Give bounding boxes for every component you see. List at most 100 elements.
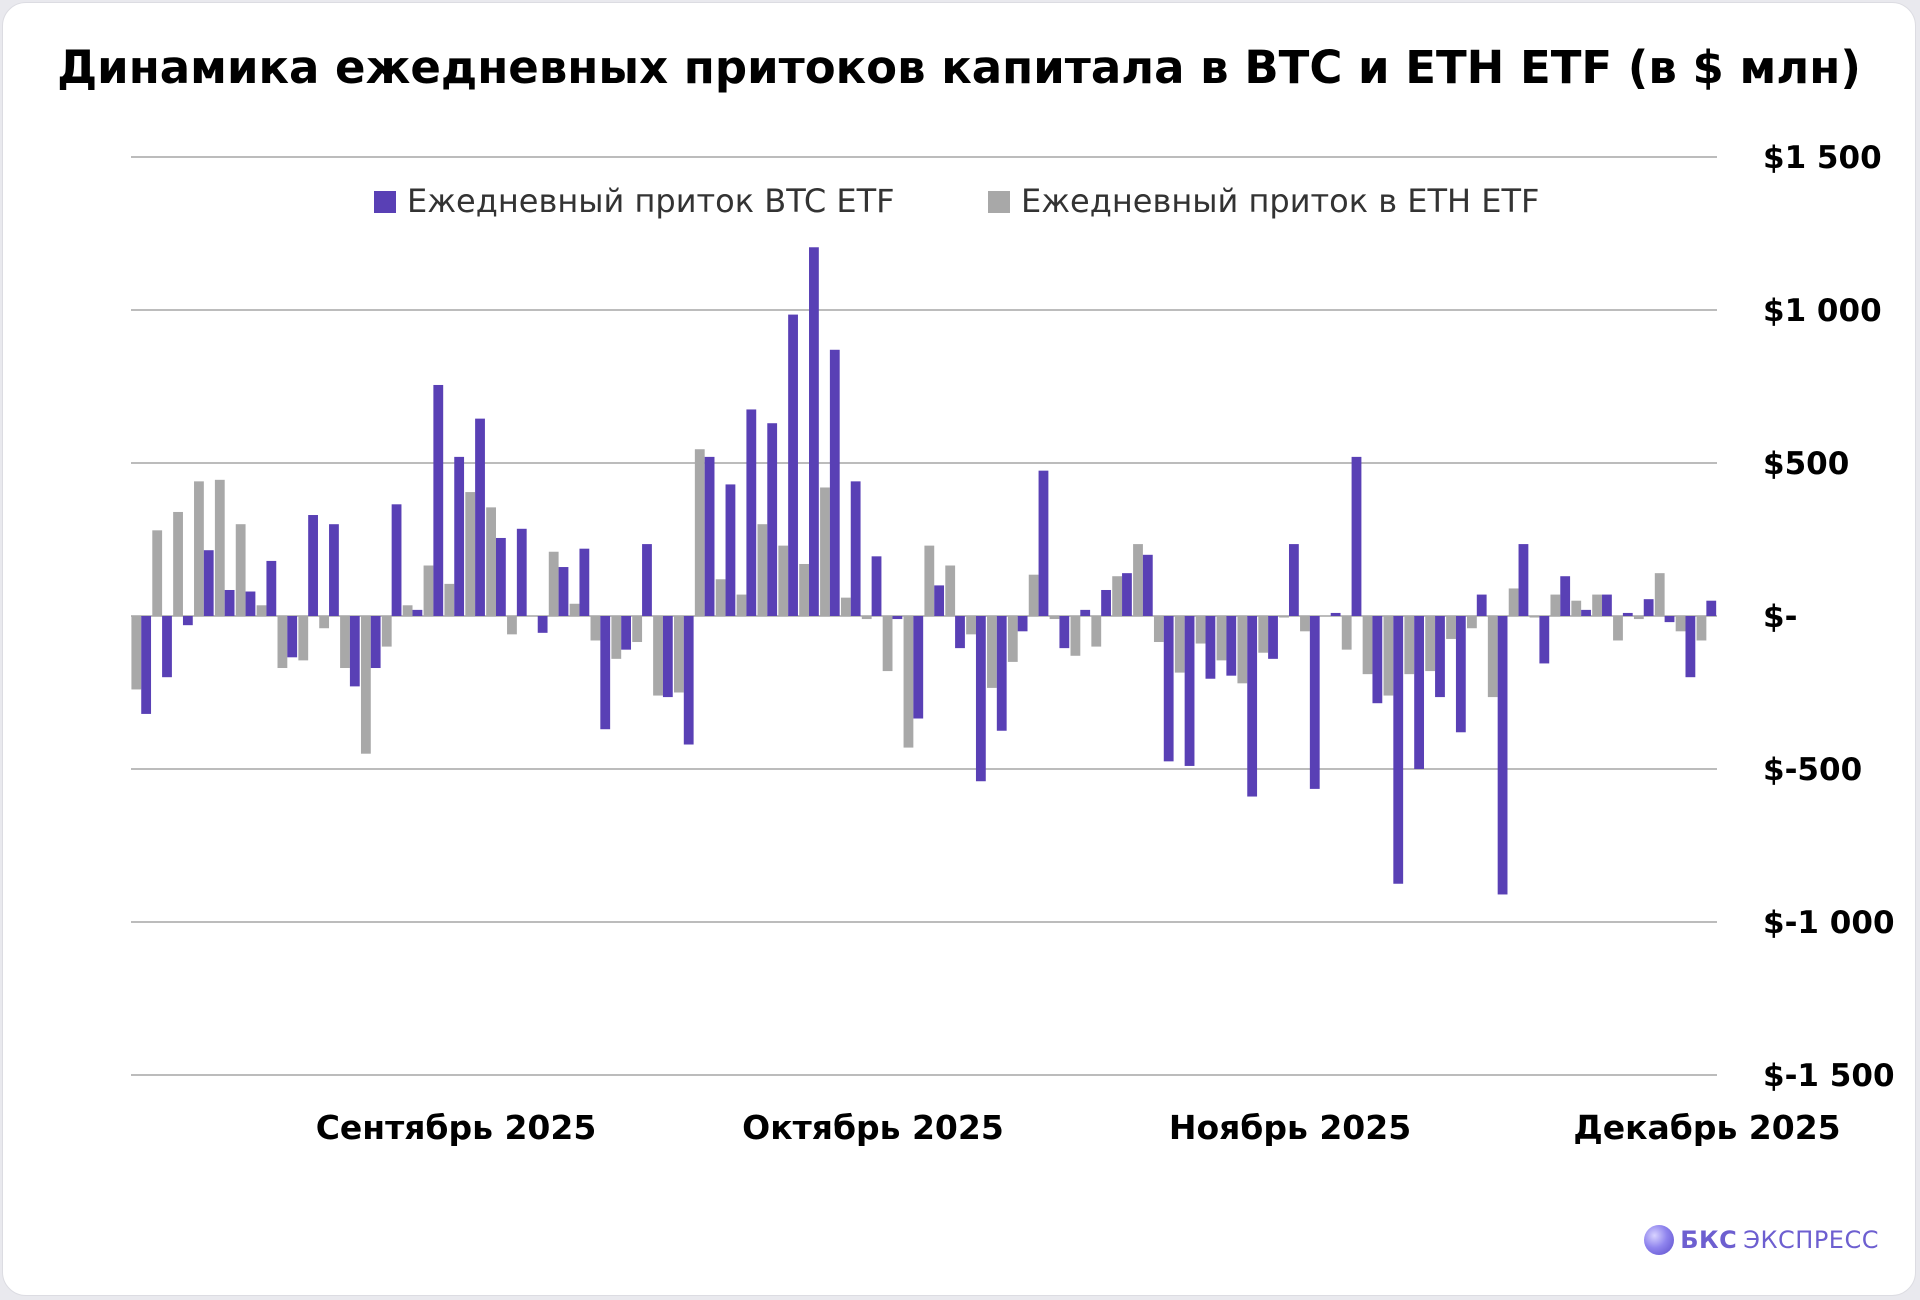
eth-bar [1446, 616, 1456, 639]
btc-bar [1351, 456, 1362, 616]
btc-bar [516, 528, 527, 616]
btc-bar [475, 418, 485, 616]
btc-bar [725, 484, 736, 616]
brand-name-bold: БКС [1680, 1226, 1738, 1254]
eth-bar [465, 492, 476, 616]
eth-bar [1592, 594, 1603, 616]
eth-bar [924, 545, 935, 616]
btc-bar [370, 616, 381, 669]
btc-bar [412, 609, 423, 616]
legend-swatch-btc [374, 191, 396, 213]
btc-bar [1393, 616, 1404, 884]
y-tick-label: $1 000 [1763, 293, 1882, 329]
btc-bar [1602, 594, 1612, 616]
eth-bar [194, 481, 204, 616]
eth-bar [903, 616, 914, 748]
legend-swatch-eth [988, 191, 1010, 213]
btc-bar [1101, 589, 1111, 616]
btc-bar [203, 550, 214, 616]
btc-bar [829, 349, 840, 616]
btc-bar [287, 616, 298, 658]
btc-bar [871, 556, 882, 616]
eth-bar [1091, 616, 1102, 647]
eth-bar [1279, 616, 1289, 618]
btc-bar [1581, 609, 1591, 616]
eth-bar [402, 605, 413, 616]
eth-bar [548, 551, 559, 616]
btc-bar [182, 616, 193, 626]
y-tick-label: $-500 [1763, 752, 1862, 788]
eth-bar [1362, 616, 1373, 675]
eth-bar [590, 616, 601, 641]
eth-bar [736, 594, 747, 616]
eth-bar [1529, 616, 1540, 618]
x-tick-label: Декабрь 2025 [1573, 1108, 1840, 1147]
eth-bar [1216, 616, 1227, 661]
eth-bar [1633, 616, 1644, 620]
btc-bar [495, 537, 506, 616]
eth-bar [277, 616, 288, 669]
eth-bar [1613, 616, 1623, 641]
eth-bar [360, 616, 371, 754]
btc-bar [642, 544, 652, 616]
btc-bar [1330, 612, 1341, 616]
btc-bar [1205, 616, 1216, 679]
bks-sphere-logo-icon [1644, 1225, 1675, 1255]
btc-bar [913, 616, 924, 719]
btc-bar [1038, 470, 1049, 616]
eth-bar [1258, 616, 1269, 653]
etf-flows-chart: $1 500 $1 000 $500 $- $-500 $-1 000 $-1 500 Сен… [131, 140, 1895, 1147]
btc-bar [1622, 612, 1633, 616]
eth-bar [1675, 616, 1686, 632]
eth-bar [611, 616, 622, 659]
x-tick-label: Ноябрь 2025 [1169, 1108, 1411, 1147]
eth-bar [569, 603, 580, 616]
btc-bar [329, 524, 339, 616]
chart-title: Динамика ежедневных притоков капитала в … [57, 41, 1861, 94]
btc-bar [579, 548, 590, 616]
y-tick-label: $-1 000 [1763, 905, 1895, 941]
btc-bar [975, 616, 986, 782]
eth-bar [298, 616, 309, 661]
eth-bar [778, 545, 789, 616]
btc-bar [662, 616, 673, 698]
btc-bar [809, 247, 819, 616]
btc-bar [1476, 594, 1487, 616]
btc-bar [850, 481, 861, 616]
y-tick-label: $-1 500 [1763, 1058, 1895, 1094]
btc-bar [1268, 616, 1278, 659]
eth-bar [486, 507, 496, 616]
eth-bar [1341, 616, 1352, 650]
x-tick-label: Октябрь 2025 [742, 1108, 1004, 1147]
eth-bar [319, 616, 330, 629]
eth-bar [1153, 616, 1164, 643]
btc-bar [1518, 544, 1529, 616]
btc-bar [1706, 600, 1717, 616]
x-tick-label: Сентябрь 2025 [316, 1108, 597, 1147]
btc-bar [391, 504, 402, 616]
eth-bar [1383, 616, 1394, 696]
btc-bar [1309, 616, 1320, 789]
eth-bar [1112, 576, 1123, 616]
brand-name-rest: ЭКСПРЕСС [1743, 1226, 1879, 1254]
btc-bar [1372, 616, 1383, 704]
btc-bar [1560, 576, 1571, 616]
eth-bar [757, 524, 768, 616]
eth-bar [1404, 616, 1415, 675]
btc-bar [162, 616, 172, 678]
btc-bar [996, 616, 1007, 731]
y-tick-label: $1 500 [1763, 140, 1882, 176]
eth-bar [1696, 616, 1707, 641]
eth-bar [1508, 588, 1519, 616]
y-tick-label: $500 [1763, 446, 1849, 482]
eth-bar [987, 616, 997, 688]
btc-bar [1664, 616, 1675, 623]
eth-bar [1070, 616, 1081, 656]
btc-bar [454, 456, 465, 616]
eth-bar [882, 616, 893, 672]
eth-bar [1007, 616, 1018, 662]
legend-label-btc: Ежедневный приток BTC ETF [407, 182, 895, 220]
eth-bar [1571, 600, 1582, 616]
eth-bar [1487, 616, 1498, 698]
